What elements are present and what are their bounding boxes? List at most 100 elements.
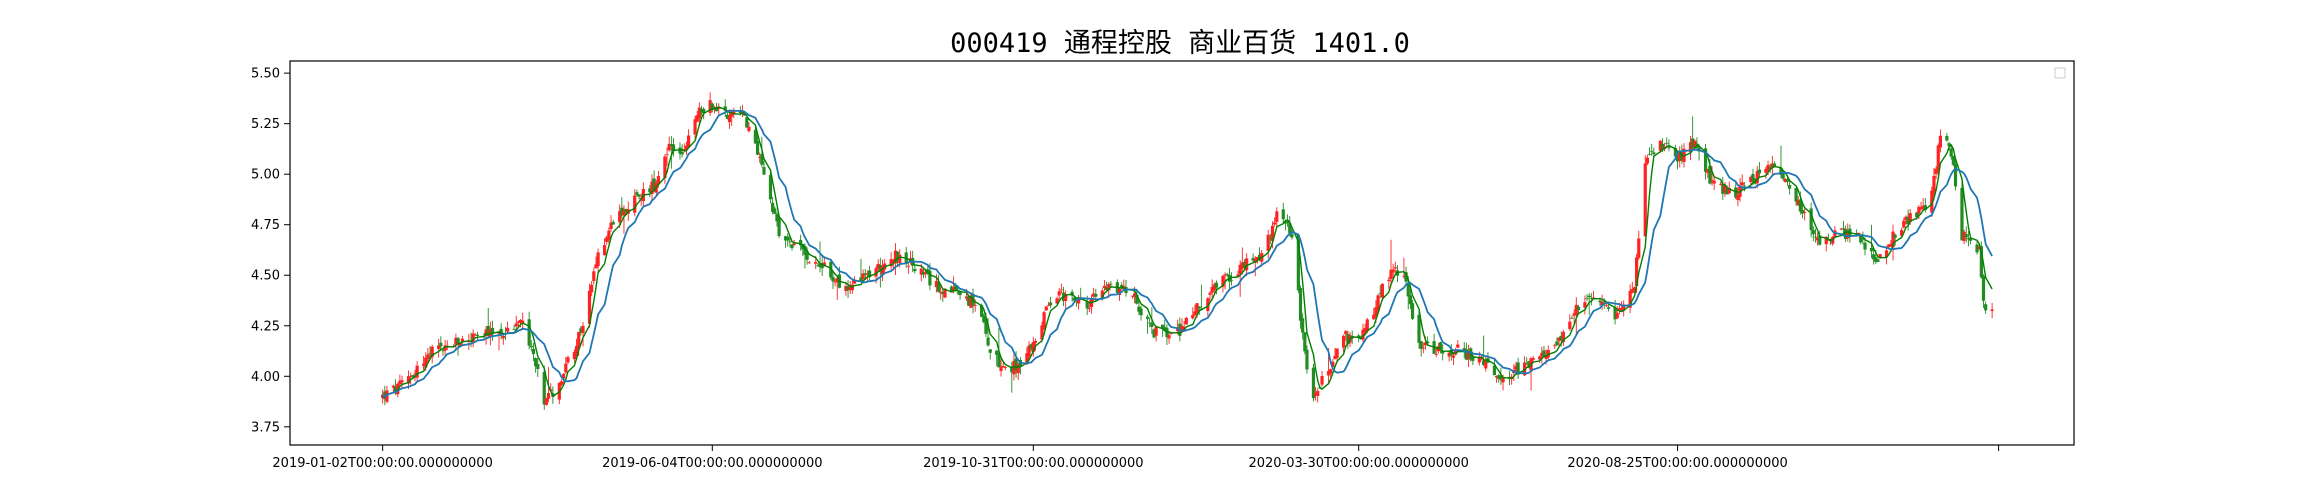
candle-body <box>814 261 818 264</box>
candle-body <box>1859 235 1863 243</box>
candle-body <box>1238 264 1242 274</box>
candle-body <box>1236 274 1240 277</box>
candle-body <box>456 338 460 344</box>
candle-body <box>1749 176 1753 183</box>
candle-body <box>1574 304 1578 316</box>
candle-body <box>1365 319 1369 332</box>
y-tick-label-7: 5.50 <box>251 67 280 82</box>
candle-body <box>609 222 613 230</box>
candle-body <box>665 154 669 156</box>
candle-body <box>973 305 977 306</box>
candle-body <box>727 115 732 123</box>
candle-body <box>889 259 893 267</box>
candle-body <box>1010 367 1014 373</box>
candle-body <box>1117 288 1122 295</box>
candle-body <box>1719 183 1723 185</box>
candle-body <box>1426 341 1430 344</box>
candle-body <box>475 334 480 336</box>
plot-area <box>289 60 2075 446</box>
candle-body <box>1316 390 1320 396</box>
candle-body <box>1647 154 1652 155</box>
candle-body <box>949 286 954 293</box>
candle-body <box>1678 151 1682 162</box>
candle-body <box>409 376 413 378</box>
candle-body <box>1525 363 1529 365</box>
candle-body <box>859 277 863 282</box>
candle-body <box>803 245 807 255</box>
candle-body <box>1949 148 1953 157</box>
candle-body <box>967 296 971 306</box>
candle-body <box>1587 295 1591 298</box>
candle-body <box>1240 262 1244 269</box>
candle-body <box>1979 246 1983 278</box>
candle-body <box>1477 356 1481 363</box>
candle-body <box>1210 286 1214 293</box>
candle-body <box>572 351 577 360</box>
candle-body <box>969 295 973 308</box>
candle-body <box>1152 329 1156 338</box>
candle-body <box>1454 350 1458 355</box>
candle-body <box>421 363 426 366</box>
candle-body <box>579 328 583 333</box>
candle-body <box>848 286 852 291</box>
candle-body <box>1604 305 1609 306</box>
candle-body <box>773 208 777 214</box>
x-tick-label-4: 2020-08-25T00:00:00.000000000 <box>1567 456 1787 471</box>
candle-body <box>941 291 945 295</box>
candle-body <box>956 292 960 294</box>
candle-body <box>898 254 902 264</box>
candle-body <box>822 262 826 267</box>
candle-body <box>1281 209 1285 220</box>
candle-body <box>1796 200 1800 206</box>
candle-body <box>775 214 779 222</box>
candle-body <box>1223 274 1227 276</box>
candle-body <box>637 194 641 197</box>
candle-body <box>1607 307 1611 309</box>
candle-body <box>415 365 419 378</box>
candle-body <box>1977 247 1981 249</box>
candle-body <box>671 144 676 152</box>
candle-body <box>684 145 689 150</box>
candle-body <box>943 288 947 298</box>
candle-body <box>581 325 585 333</box>
candle-body <box>1447 352 1451 357</box>
candle-body <box>1712 180 1716 184</box>
candle-body <box>702 108 706 114</box>
candle-body <box>1313 392 1318 396</box>
candle-body <box>1214 282 1219 288</box>
candle-body <box>1494 376 1499 378</box>
candle-body <box>1936 145 1940 172</box>
candle-body <box>437 345 441 349</box>
candle-body <box>818 263 822 267</box>
candle-body <box>1423 342 1428 346</box>
candle-body <box>443 345 447 351</box>
candle-body <box>891 259 895 263</box>
candle-body <box>1673 148 1678 157</box>
candle-body <box>1622 304 1626 310</box>
candle-body <box>1296 234 1300 291</box>
candle-body <box>1947 143 1951 147</box>
candle-body <box>618 211 622 223</box>
candle-body <box>1841 228 1846 230</box>
candle-body <box>1042 312 1046 329</box>
candle-body <box>1501 377 1505 383</box>
candle-body <box>1341 335 1346 348</box>
candle-body <box>1783 178 1787 183</box>
candle-body <box>1583 302 1587 308</box>
candle-body <box>413 373 417 375</box>
candle-body <box>1094 293 1098 297</box>
candle-body <box>1320 376 1324 385</box>
candle-body <box>1645 157 1649 164</box>
candle-body <box>867 270 872 278</box>
candle-body <box>1374 307 1378 317</box>
candle-body <box>1363 328 1367 333</box>
candle-body <box>1652 152 1656 155</box>
candle-body <box>831 276 835 282</box>
candle-body <box>622 209 626 216</box>
candle-body <box>1087 308 1091 310</box>
candle-body <box>1464 349 1469 360</box>
candle-body <box>1471 356 1475 361</box>
candle-body <box>512 329 516 330</box>
candle-body <box>1990 309 1994 311</box>
